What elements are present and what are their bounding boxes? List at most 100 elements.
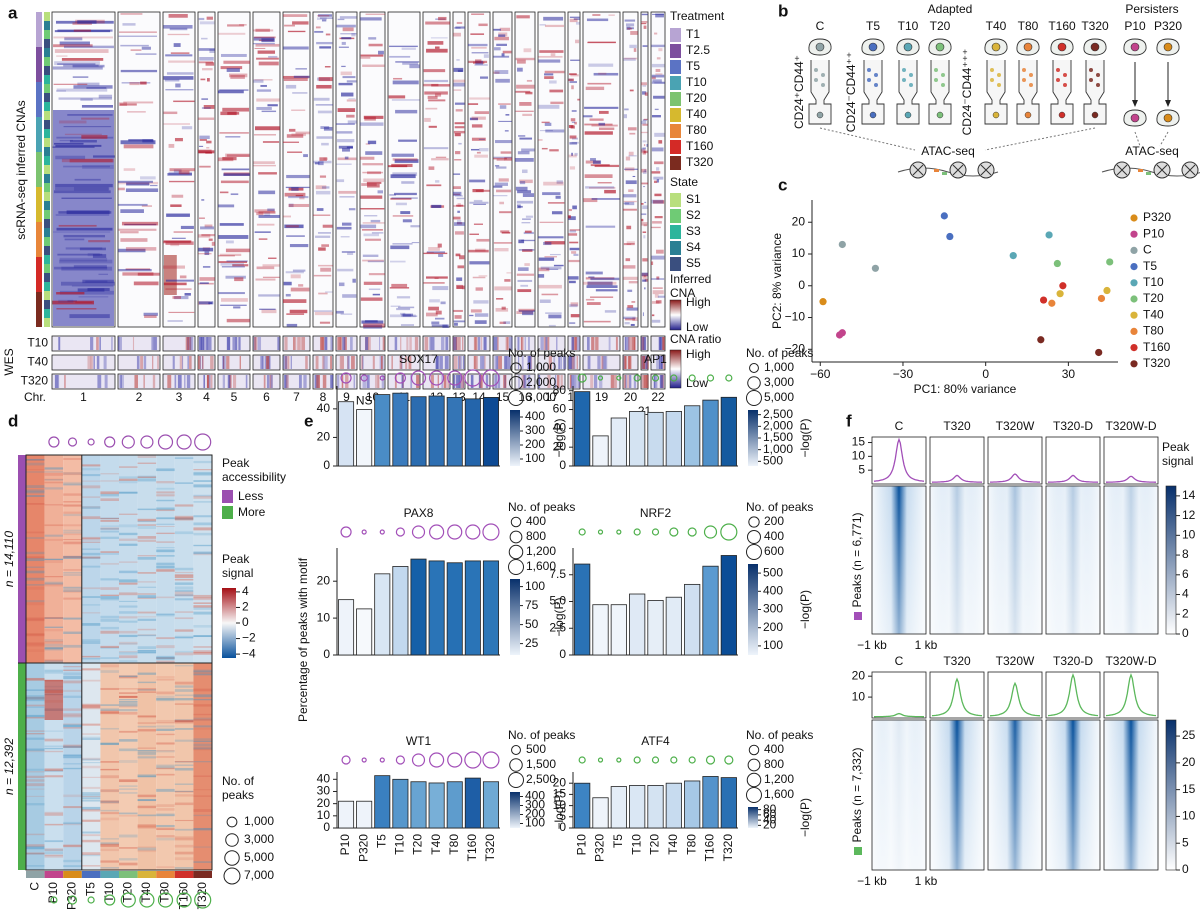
cna-heatmap-cell [362,163,384,166]
cna-heatmap-cell [284,224,304,229]
colorbar-label: −log(P) [552,597,566,636]
colorbar-tick-label: 300 [525,798,545,812]
wes-heatmap-cell [285,375,289,388]
heatmap-cell [63,539,82,541]
cna-heatmap-cell [538,59,561,63]
wes-heatmap-cell [177,375,182,388]
heatmap-cell [193,669,212,672]
heatmap-cell [156,725,175,728]
cna-heatmap-cell [85,280,108,283]
heatmap-cell [100,670,119,673]
heatmap-cell [137,455,157,459]
wes-heatmap-cell [226,337,231,350]
cna-heatmap-cell [515,110,534,112]
colorbar-tick-label: 1,000 [763,442,793,456]
heatmap-cell [156,509,175,512]
cna-heatmap-cell [342,76,356,79]
cna-heatmap-cell [624,108,629,111]
x-tick-label: T320 [195,882,209,910]
cna-heatmap-cell [254,36,276,39]
cna-heatmap-cell [577,98,580,101]
tube-cell [941,83,945,87]
heatmap-cell [100,596,119,598]
cna-heatmap-cell [586,302,601,305]
point [838,329,846,337]
cna-heatmap-cell [626,241,635,244]
heatmap-cell [119,634,138,638]
heatmap-cell [174,635,194,639]
cna-heatmap-cell [285,271,304,274]
size-legend-label: 7,000 [244,868,274,882]
wes-heatmap-cell [172,356,175,369]
wes-heatmap-cell [633,337,636,350]
heatmap-cell [100,711,119,715]
cna-heatmap-cell [642,170,647,175]
cna-heatmap-cell [391,153,415,157]
cna-heatmap-cell [258,238,268,240]
cna-heatmap-cell [589,187,616,189]
heatmap-cell [156,509,175,511]
cna-heatmap-cell [256,106,272,110]
wes-heatmap-cell [365,337,369,350]
heatmap-cell [26,489,45,493]
treatment-strip [36,47,42,82]
heatmap-cell [137,672,157,675]
cna-heatmap-cell [283,141,300,143]
heatmap-cell [119,561,138,563]
cna-heatmap-cell [457,210,460,213]
cna-heatmap-cell [523,231,534,235]
cna-heatmap-cell [437,243,442,248]
legend-swatch [670,60,681,74]
x-tick-label: P10 [338,834,352,856]
cna-heatmap-cell [454,102,465,105]
wes-heatmap-cell [270,375,273,388]
cna-heatmap-cell [256,98,280,102]
heatmap-cell [137,799,157,801]
cna-heatmap-cell [121,221,159,226]
wes-heatmap-cell [99,337,101,350]
wes-heatmap-cell [104,375,108,388]
heatmap-cell [156,695,175,699]
state-strip [44,93,50,102]
profile-frame [929,436,985,485]
cna-heatmap-cell [220,53,247,57]
wes-heatmap-cell [340,356,344,369]
cna-heatmap-cell [163,111,178,115]
state-strip [44,228,50,237]
wes-heatmap-cell [222,356,227,369]
heatmap-cell [156,491,175,494]
heatmap-cell [100,536,119,539]
heatmap-cell [174,783,194,785]
point [1048,299,1056,307]
heatmap-cell [174,685,194,688]
y-tick-label: 10 [792,246,806,260]
heatmap-cell [63,511,82,514]
cna-heatmap-cell [283,215,291,218]
cell-nucleus [1090,42,1100,52]
cna-heatmap-cell [544,70,565,74]
heatmap-cell [156,828,175,830]
heatmap-block [174,455,194,663]
heatmap-cell [44,855,64,858]
sample-strip [63,871,82,878]
cna-heatmap-cell [120,238,148,242]
heatmap-cell [174,582,194,585]
cna-heatmap-cell [623,194,637,198]
wes-heatmap-cell [643,337,647,350]
heatmap-cell [81,806,101,810]
wes-heatmap-cell [480,375,483,388]
cna-heatmap-cell [55,183,113,188]
chromosome-label: 1 [80,390,87,404]
bar [446,781,463,829]
heatmap-cell [63,724,82,728]
cna-heatmap-cell [336,226,352,230]
cna-heatmap-cell [474,111,489,115]
colorbar-label: −log(P) [798,590,812,629]
bar [702,399,719,467]
cna-heatmap-cell [303,154,308,158]
cna-heatmap-cell [628,155,637,157]
bar [356,409,373,467]
heatmap-cell [81,786,101,789]
cna-heatmap-cell [568,216,576,221]
heatmap-cell [119,699,138,701]
